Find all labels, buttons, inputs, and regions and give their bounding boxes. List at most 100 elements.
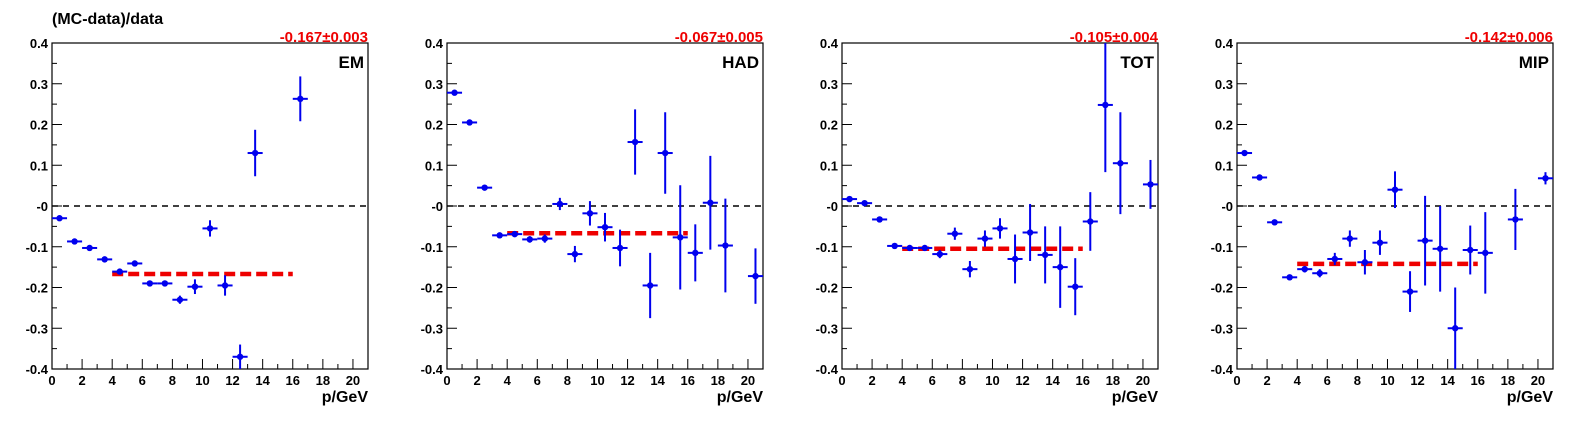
panel-1-y-tick-label: -0.4 [26, 362, 49, 377]
data-point [1316, 270, 1323, 277]
data-point [1072, 283, 1079, 290]
panel-3-x-tick-label: 8 [959, 373, 966, 388]
data-point [677, 234, 684, 241]
data-point [56, 215, 63, 222]
panel-2-y-tick-label: 0.2 [425, 118, 443, 133]
panel-3-x-tick-label: 4 [899, 373, 907, 388]
data-point [1406, 288, 1414, 295]
panel-2-fit-value: -0.067±0.005 [675, 29, 763, 46]
panel-2-x-title: p/GeV [717, 389, 764, 406]
panel-1-x-tick-label: 14 [255, 373, 270, 388]
panel-1-fit-value: -0.167±0.003 [280, 29, 368, 46]
panel-2-y-tick-label: -0.3 [421, 321, 443, 336]
panel-3-label: TOT [1120, 53, 1154, 72]
panel-1-x-tick-label: 4 [109, 373, 117, 388]
panel-4-fit-value: -0.142±0.006 [1465, 29, 1553, 46]
panel-2-x-tick-label: 2 [473, 373, 480, 388]
data-point [101, 256, 108, 263]
data-point [511, 230, 518, 238]
panel-2-had: 0 2 4 6 8 10 12 14 16 18 20 -0.4 -0.3 -0.2 -0.1 -0 0.1 0.… [421, 29, 764, 406]
data-point [1346, 235, 1354, 242]
panel-4-x-tick-label: 8 [1354, 373, 1361, 388]
data-point [1421, 237, 1429, 244]
panel-2-y-tick-label: -0.4 [421, 362, 444, 377]
figure-y-title: (MC-data)/data [52, 11, 163, 28]
panel-4-x-tick-label: 12 [1410, 373, 1424, 388]
panel-1-y-tick-label: -0.2 [26, 281, 48, 296]
data-point [116, 268, 123, 275]
panel-4-y-tick-label: -0.4 [1211, 362, 1234, 377]
panel-4-y-tick-label: 0.3 [1215, 77, 1233, 92]
data-point [496, 232, 503, 239]
data-point [1376, 239, 1384, 246]
panel-1-y-tick-label: 0.2 [30, 118, 48, 133]
data-point [1102, 101, 1109, 109]
panel-1-y-tick-label: 0.4 [30, 36, 49, 51]
data-point [86, 244, 93, 252]
panel-4-x-tick-label: 6 [1324, 373, 1331, 388]
data-point [451, 89, 458, 96]
panel-1-x-tick-label: 2 [78, 373, 85, 388]
data-point [1361, 259, 1369, 266]
panel-1-x-tick-label: 16 [286, 373, 300, 388]
data-point [146, 280, 154, 287]
data-point [601, 223, 609, 231]
panel-3-x-tick-label: 18 [1106, 373, 1120, 388]
panel-3-x-tick-label: 0 [838, 373, 845, 388]
panel-2-y-tick-label: 0.4 [425, 36, 444, 51]
data-point [556, 200, 564, 208]
data-point [1256, 174, 1263, 181]
panel-4-y-tick-label: -0.2 [1211, 281, 1233, 296]
data-point [752, 272, 759, 280]
panel-1-y-tick-label: 0.3 [30, 77, 48, 92]
panel-1-y-tick-label: -0.3 [26, 321, 48, 336]
data-point [1286, 274, 1293, 281]
data-point [1011, 255, 1019, 263]
panel-3-x-tick-label: 16 [1076, 373, 1090, 388]
panel-2-x-tick-label: 6 [534, 373, 541, 388]
data-point [571, 250, 579, 258]
panel-1-x-tick-label: 20 [346, 373, 360, 388]
data-point [1436, 245, 1444, 252]
data-point [692, 249, 699, 257]
data-point [1241, 149, 1248, 157]
data-point [191, 283, 199, 290]
data-point [722, 242, 729, 249]
data-point [1451, 325, 1459, 332]
panel-2-y-tick-label: -0 [431, 199, 443, 214]
panel-3-y-tick-label: -0.1 [816, 240, 838, 255]
panel-4-y-tick-label: -0.1 [1211, 240, 1233, 255]
panel-1-y-tick-label: 0.1 [30, 158, 48, 173]
panel-2-x-tick-label: 4 [504, 373, 512, 388]
panel-4-y-tick-label: 0.4 [1215, 36, 1234, 51]
panel-2-y-tick-label: 0.3 [425, 77, 443, 92]
data-point [996, 225, 1004, 232]
panel-1-points [52, 76, 308, 369]
panel-2-x-tick-label: 0 [443, 373, 450, 388]
data-point [161, 280, 169, 287]
data-point [1391, 186, 1399, 193]
panel-4-mip: 0 2 4 6 8 10 12 14 16 18 20 -0.4 -0.3 -0.2 -0.1 -0 0.1 0.… [1211, 29, 1554, 406]
data-point [646, 282, 654, 289]
panel-2-y-tick-label: 0.1 [425, 158, 443, 173]
panel-1-x-title: p/GeV [322, 389, 369, 406]
data-point [631, 138, 639, 146]
panel-4-label: MIP [1519, 53, 1549, 72]
panel-3-y-tick-label: 0.3 [820, 77, 838, 92]
data-point [297, 95, 304, 103]
data-point [236, 353, 244, 360]
data-point [206, 225, 214, 232]
data-point [891, 242, 898, 250]
panel-4-x-tick-label: 16 [1471, 373, 1485, 388]
panel-3-points [842, 43, 1158, 316]
panel-2-y-tick-label: -0.2 [421, 281, 443, 296]
panel-4-x-tick-label: 10 [1380, 373, 1394, 388]
panel-1-y-tick-label: -0.1 [26, 240, 48, 255]
data-point [936, 250, 944, 258]
data-point [707, 199, 714, 206]
data-point [1087, 218, 1094, 225]
data-point [526, 236, 533, 243]
data-point [1331, 255, 1339, 263]
panel-3-x-tick-label: 2 [868, 373, 875, 388]
